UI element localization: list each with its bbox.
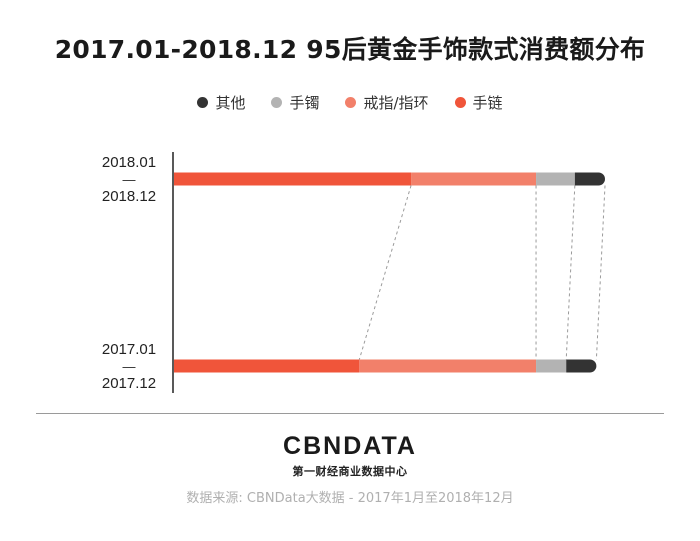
bar-segment <box>536 359 567 373</box>
bar-segment <box>536 172 575 186</box>
connector-line <box>565 185 576 360</box>
bar-segment <box>411 172 537 186</box>
bar-segment <box>566 359 597 373</box>
bar-segment <box>574 172 605 186</box>
chart-title: 2017.01-2018.12 95后黄金手饰款式消费额分布 <box>54 35 646 64</box>
legend-item: 手链 <box>454 92 503 113</box>
legend-swatch <box>271 97 283 108</box>
bar-segment <box>359 359 537 373</box>
legend-item: 戒指/指环 <box>345 92 429 113</box>
category-label-dash: — <box>123 172 136 187</box>
cbndata-logo: CBNDATA <box>283 432 417 460</box>
footer-divider <box>36 413 664 414</box>
legend-label: 手镯 <box>289 94 320 112</box>
legend-label: 其他 <box>215 94 246 112</box>
legend-label: 手链 <box>472 94 503 112</box>
legend-item: 其他 <box>197 92 245 113</box>
legend: 其他 手镯 戒指/指环 手链 <box>0 92 700 113</box>
connector-line <box>595 185 606 360</box>
legend-item: 手镯 <box>271 92 319 113</box>
category-label-start: 2018.01 <box>102 154 156 171</box>
category-label-end: 2017.12 <box>102 375 156 392</box>
connector-line <box>358 185 412 360</box>
bar-segment <box>174 359 360 373</box>
category-label-start: 2017.01 <box>102 341 156 358</box>
logo-tagline: 第一财经商业数据中心 <box>292 465 408 478</box>
legend-label: 戒指/指环 <box>363 94 429 112</box>
category-label-dash: — <box>123 359 136 374</box>
legend-swatch <box>345 97 357 108</box>
bar-segment <box>174 172 412 186</box>
legend-swatch <box>197 97 209 108</box>
legend-swatch <box>454 97 466 108</box>
source-note: 数据来源: CBNData大数据 - 2017年1月至2018年12月 <box>186 491 514 506</box>
category-label-end: 2018.12 <box>102 188 156 205</box>
